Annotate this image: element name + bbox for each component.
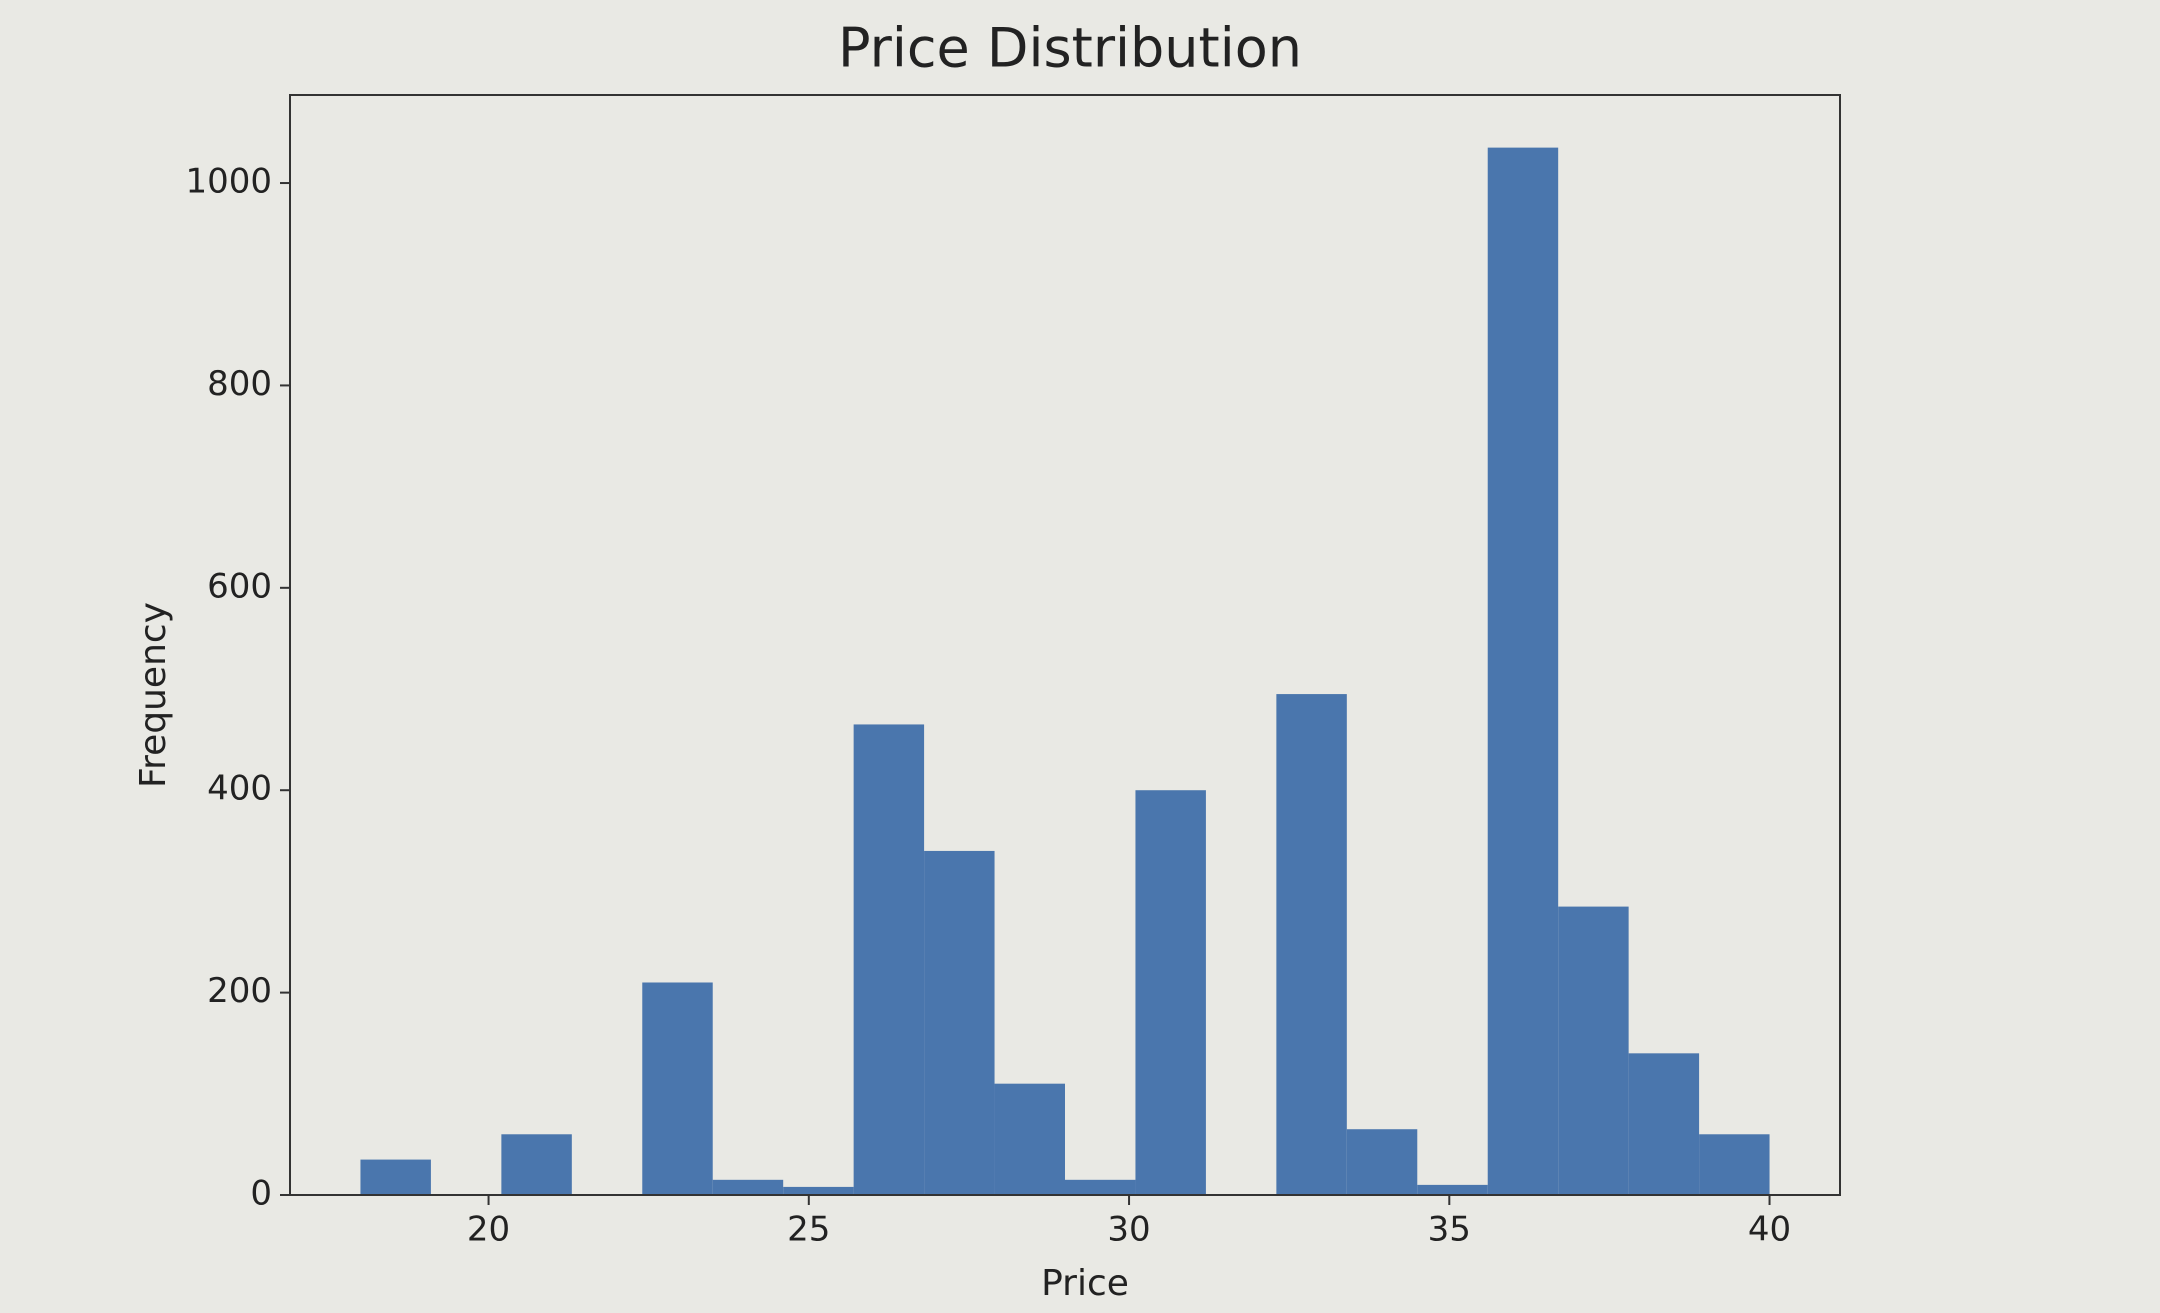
plot-frame xyxy=(289,94,1841,1196)
bar xyxy=(1558,906,1629,1195)
bar xyxy=(642,982,713,1195)
bar xyxy=(712,1179,784,1195)
x-tick-label: 25 xyxy=(787,1210,830,1250)
bar xyxy=(1628,1053,1700,1195)
x-tick-label: 40 xyxy=(1748,1210,1791,1250)
x-tick-label: 35 xyxy=(1428,1210,1471,1250)
bar xyxy=(1065,1179,1136,1195)
y-tick-label: 200 xyxy=(207,971,272,1011)
bar xyxy=(853,724,925,1195)
bar xyxy=(783,1186,854,1195)
y-tick-label: 0 xyxy=(250,1174,272,1214)
y-axis-label: Frequency xyxy=(133,602,174,788)
bar xyxy=(501,1134,572,1195)
y-tick-label: 400 xyxy=(207,769,272,809)
bar xyxy=(1699,1134,1770,1195)
y-tick-label: 1000 xyxy=(185,162,272,202)
bar xyxy=(1346,1129,1418,1195)
y-tick-label: 600 xyxy=(207,566,272,606)
bar xyxy=(994,1083,1065,1195)
x-tick-label: 20 xyxy=(467,1210,510,1250)
bar xyxy=(1417,1184,1488,1195)
bar xyxy=(924,850,995,1195)
bar xyxy=(1276,694,1347,1195)
y-tick-label: 800 xyxy=(207,364,272,404)
x-axis-label: Price xyxy=(1041,1263,1129,1304)
bar xyxy=(1487,147,1559,1195)
x-tick-label: 30 xyxy=(1107,1210,1150,1250)
bar xyxy=(1135,790,1206,1195)
chart-title: Price Distribution xyxy=(838,17,1302,80)
bar xyxy=(360,1159,431,1195)
